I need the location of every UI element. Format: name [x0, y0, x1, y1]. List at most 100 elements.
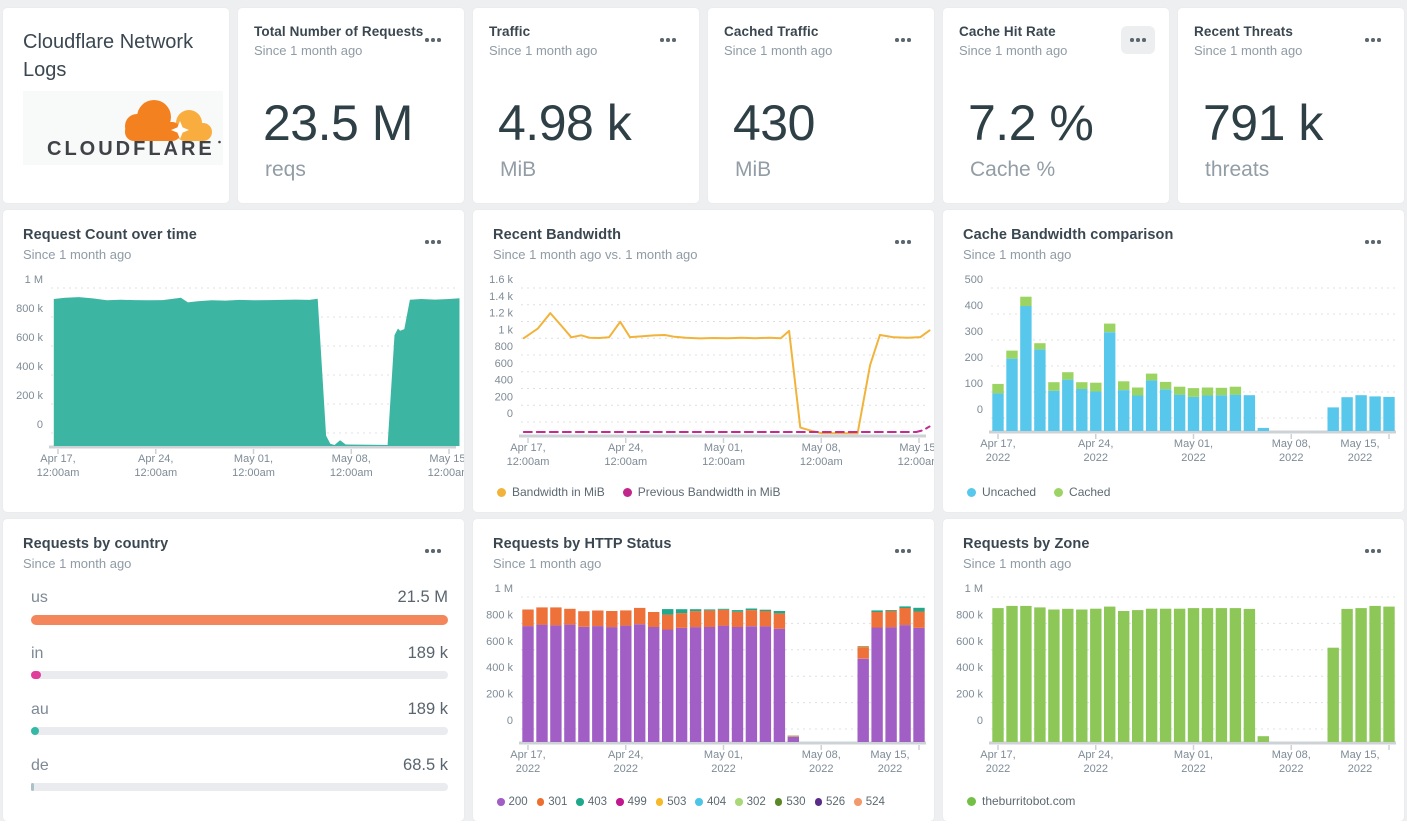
legend-dot-icon	[497, 798, 505, 806]
svg-text:Apr 24,: Apr 24,	[608, 442, 643, 454]
panel-menu-icon[interactable]	[651, 26, 685, 54]
svg-text:Apr 17,: Apr 17,	[40, 453, 75, 465]
legend-item[interactable]: Uncached	[967, 485, 1036, 499]
svg-text:200: 200	[495, 391, 513, 403]
svg-text:2022: 2022	[1279, 763, 1303, 775]
panel-menu-icon[interactable]	[1356, 26, 1390, 54]
panel-menu-icon[interactable]	[416, 26, 450, 54]
legend-dot-icon	[616, 798, 624, 806]
legend-dot-icon	[854, 798, 862, 806]
chart-legend: Uncached Cached	[967, 485, 1128, 499]
svg-text:0: 0	[977, 715, 983, 727]
legend-dot-icon	[735, 798, 743, 806]
kpi-value: 4.98 k	[498, 95, 632, 151]
svg-text:400: 400	[965, 300, 983, 312]
legend-item[interactable]: 530	[774, 796, 806, 808]
svg-text:200: 200	[965, 352, 983, 364]
panel-title: Requests by HTTP Status	[493, 536, 672, 552]
svg-text:1.2 k: 1.2 k	[489, 308, 513, 320]
panel-subtitle: Since 1 month ago	[724, 43, 833, 58]
svg-text:12:00am: 12:00am	[702, 456, 745, 468]
svg-text:100: 100	[965, 378, 983, 390]
legend-item[interactable]: 526	[814, 796, 845, 808]
panel-menu-icon[interactable]	[1356, 537, 1390, 565]
legend-dot-icon	[536, 798, 545, 806]
legend-item[interactable]: 499	[616, 796, 647, 808]
svg-text:12:00am: 12:00am	[898, 456, 934, 468]
panel-menu-icon[interactable]	[1121, 26, 1155, 54]
svg-text:May 01,: May 01,	[704, 442, 743, 454]
panel-title: Requests by Zone	[963, 536, 1090, 552]
country-bar	[31, 615, 448, 625]
country-row: in 189 k	[31, 641, 448, 697]
panel-menu-icon[interactable]	[416, 537, 450, 565]
panel-subtitle: Since 1 month ago	[1194, 43, 1303, 58]
svg-text:May 15,: May 15,	[1340, 438, 1379, 450]
svg-text:300: 300	[965, 326, 983, 338]
svg-text:1.4 k: 1.4 k	[489, 291, 513, 303]
country-label: au	[31, 701, 49, 718]
legend-item[interactable]: 200	[497, 796, 528, 808]
svg-text:12:00am: 12:00am	[134, 467, 177, 479]
panel-menu-icon[interactable]	[1356, 228, 1390, 256]
legend-item[interactable]: Bandwidth in MiB	[497, 485, 605, 499]
svg-text:1 M: 1 M	[495, 583, 513, 595]
svg-text:1 M: 1 M	[965, 583, 983, 595]
legend-dot-icon	[967, 796, 976, 806]
svg-text:800 k: 800 k	[16, 303, 43, 315]
panel-request-count: Request Count over time Since 1 month ag…	[3, 210, 464, 512]
legend-item[interactable]: 302	[735, 796, 766, 808]
legend-item[interactable]: 524	[854, 796, 885, 808]
panel-requests-by-country: Requests by country Since 1 month ago us…	[3, 519, 464, 821]
panel-subtitle: Since 1 month ago	[254, 43, 363, 58]
svg-text:2022: 2022	[986, 763, 1010, 775]
panel-http-status: Requests by HTTP Status Since 1 month ag…	[473, 519, 934, 821]
panel-recent-bandwidth: Recent Bandwidth Since 1 month ago vs. 1…	[473, 210, 934, 512]
panel-menu-icon[interactable]	[886, 537, 920, 565]
svg-text:Apr 17,: Apr 17,	[980, 749, 1015, 761]
legend-item[interactable]: 301	[536, 796, 567, 808]
svg-text:May 08,: May 08,	[1272, 438, 1311, 450]
panel-subtitle: Since 1 month ago	[963, 247, 1072, 262]
cloudflare-logo: CLOUDFLARE	[23, 91, 223, 165]
legend-item[interactable]: Cached	[1054, 485, 1110, 499]
legend-item[interactable]: 403	[576, 796, 607, 808]
panel-menu-icon[interactable]	[886, 26, 920, 54]
country-bar	[31, 671, 448, 679]
legend-item[interactable]: 503	[655, 796, 686, 808]
svg-text:12:00am: 12:00am	[37, 467, 80, 479]
country-value: 189 k	[407, 644, 448, 662]
svg-text:400: 400	[495, 375, 513, 387]
legend-dot-icon	[695, 798, 703, 806]
svg-text:12:00am: 12:00am	[800, 456, 843, 468]
legend-item[interactable]: 404	[695, 796, 726, 808]
svg-text:May 15,: May 15,	[899, 442, 934, 454]
legend-item[interactable]: Previous Bandwidth in MiB	[622, 485, 780, 499]
svg-text:May 08,: May 08,	[1272, 749, 1311, 761]
svg-text:400 k: 400 k	[16, 361, 43, 373]
panel-menu-icon[interactable]	[886, 228, 920, 256]
svg-text:12:00am: 12:00am	[604, 456, 647, 468]
panel-title: Requests by country	[23, 536, 169, 552]
country-bar	[31, 727, 448, 735]
svg-text:0: 0	[507, 715, 513, 727]
panel-subtitle: Since 1 month ago	[963, 556, 1072, 571]
panel-menu-icon[interactable]	[416, 228, 450, 256]
country-label: us	[31, 589, 48, 606]
svg-text:May 01,: May 01,	[1174, 749, 1213, 761]
svg-text:2022: 2022	[1181, 763, 1205, 775]
legend-item[interactable]: theburritobot.com	[967, 794, 1075, 808]
chart-legend: theburritobot.com	[967, 794, 1093, 808]
country-value: 68.5 k	[403, 756, 448, 774]
panel-recent-threats: Recent Threats Since 1 month ago 791 k t…	[1178, 8, 1404, 203]
kpi-unit: MiB	[735, 158, 772, 181]
svg-text:2022: 2022	[1083, 763, 1107, 775]
panel-subtitle: Since 1 month ago vs. 1 month ago	[493, 247, 698, 262]
svg-text:Apr 24,: Apr 24,	[608, 749, 643, 761]
svg-text:12:00am: 12:00am	[330, 467, 373, 479]
panel-cache-bandwidth: Cache Bandwidth comparison Since 1 month…	[943, 210, 1404, 512]
svg-text:2022: 2022	[1181, 452, 1205, 464]
svg-text:600 k: 600 k	[956, 636, 983, 648]
country-label: in	[31, 645, 44, 662]
svg-text:Apr 24,: Apr 24,	[1078, 438, 1113, 450]
